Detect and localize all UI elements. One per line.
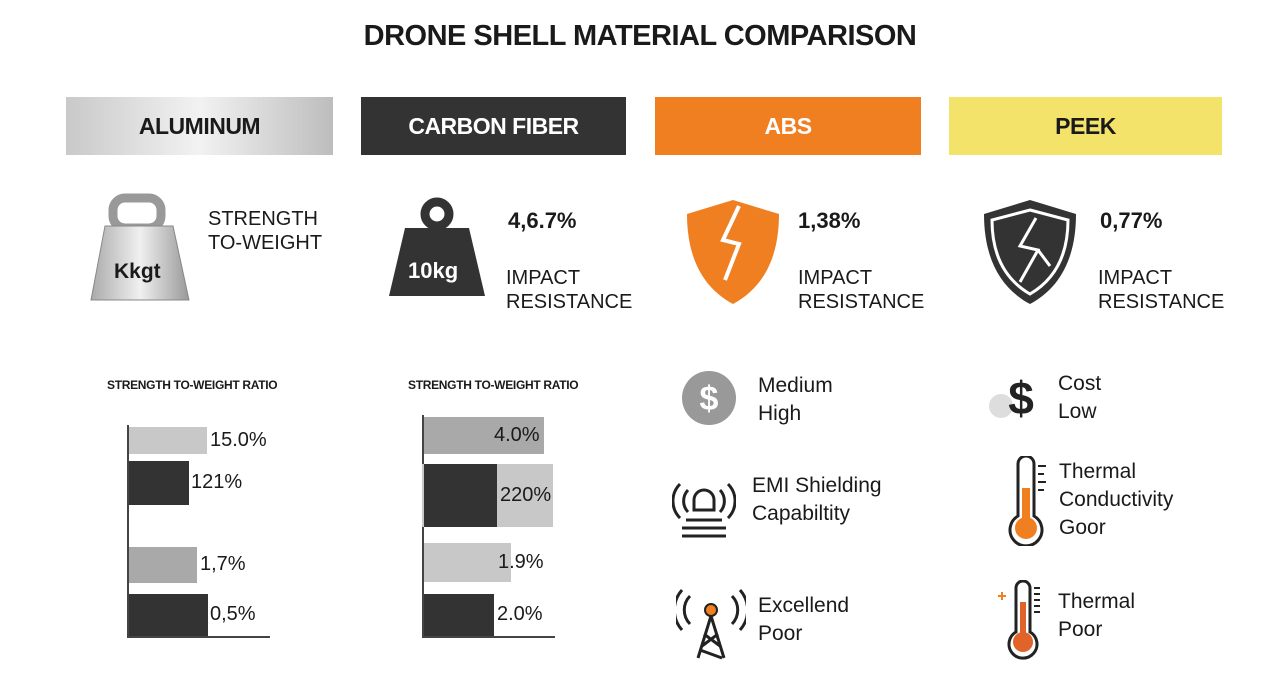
bar bbox=[129, 427, 207, 454]
chart-title: STRENGTH TO-WEIGHT RATIO bbox=[408, 378, 579, 392]
cracked-shield-icon bbox=[984, 200, 1076, 304]
peek-text: IMPACT RESISTANCE bbox=[1098, 267, 1225, 313]
svg-text:$: $ bbox=[1008, 372, 1034, 424]
peek-value: 0,77% bbox=[1100, 208, 1163, 233]
bar bbox=[424, 543, 511, 582]
bar bbox=[424, 464, 497, 527]
bar-label: 2.0% bbox=[497, 603, 543, 625]
chart-baseline bbox=[127, 636, 270, 638]
thermometer-icon bbox=[1008, 456, 1046, 546]
weight-icon bbox=[90, 193, 190, 301]
chart-baseline bbox=[422, 636, 555, 638]
chart-axis bbox=[127, 425, 129, 636]
bar-label: 0,5% bbox=[210, 603, 256, 625]
abs-cost-text: Medium High bbox=[758, 374, 833, 425]
dollar-icon: $ bbox=[989, 372, 1034, 424]
carbon-text: IMPACT RESISTANCE bbox=[506, 267, 633, 313]
carbon-value: 4,6.7% bbox=[508, 208, 577, 233]
bar bbox=[129, 547, 197, 583]
bar-label: 220% bbox=[500, 483, 552, 506]
bar-label: 1,7% bbox=[200, 553, 246, 575]
abs-text: IMPACT RESISTANCE bbox=[798, 267, 925, 313]
radio-tower-icon bbox=[676, 589, 746, 660]
header-aluminum: ALUMINUM bbox=[66, 97, 333, 155]
aluminum-text: STRENGTH TO-WEIGHT bbox=[208, 208, 323, 254]
weight-label: 10kg bbox=[408, 258, 459, 283]
thermometer-icon bbox=[998, 580, 1040, 660]
bar-label: 121% bbox=[191, 471, 243, 493]
header-peek: PEEK bbox=[949, 97, 1222, 155]
dollar-circle-icon: $ bbox=[682, 371, 736, 425]
header-carbon-fiber: CARBON FIBER bbox=[361, 97, 626, 155]
bar bbox=[424, 417, 544, 454]
page-title: DRONE SHELL MATERIAL COMPARISON bbox=[363, 20, 917, 52]
chart-title: STRENGTH TO-WEIGHT RATIO bbox=[107, 378, 278, 392]
bar-label: 4.0% bbox=[494, 423, 540, 446]
bar bbox=[424, 594, 494, 636]
peek-thermal-rating: Thermal Poor bbox=[1058, 590, 1136, 641]
bar bbox=[129, 594, 208, 636]
bar bbox=[129, 461, 189, 505]
bar-label: 1.9% bbox=[498, 550, 544, 573]
bar-label: 15.0% bbox=[210, 428, 267, 451]
abs-emi-rating: Excellend Poor bbox=[758, 594, 850, 645]
weight-icon bbox=[389, 197, 485, 296]
abs-emi-text: EMI Shielding Capabiltity bbox=[752, 474, 882, 525]
cracked-shield-icon bbox=[687, 200, 779, 304]
abs-value: 1,38% bbox=[798, 208, 861, 233]
svg-text:$: $ bbox=[700, 380, 719, 418]
peek-cost-text: Cost Low bbox=[1058, 372, 1102, 423]
weight-label: Kkgt bbox=[114, 260, 161, 283]
header-abs: ABS bbox=[655, 97, 921, 155]
peek-thermal-text: Thermal Conductivity Goor bbox=[1059, 460, 1174, 539]
emi-signal-icon bbox=[672, 482, 736, 538]
